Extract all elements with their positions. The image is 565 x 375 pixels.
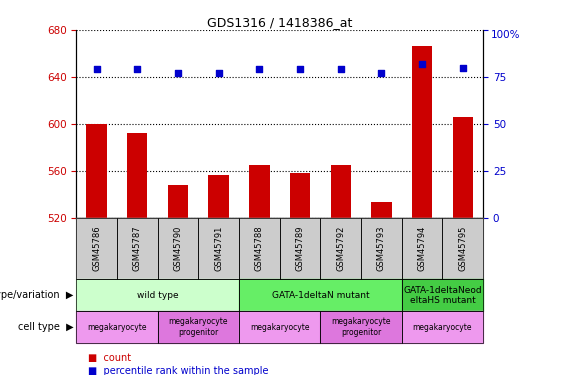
Point (173, 70, 182, 76)
Text: GSM45788: GSM45788 (255, 226, 264, 271)
Bar (86, 124, 107, 218)
Bar (127, 133, 147, 218)
Bar (371, 202, 392, 217)
Text: GSM45789: GSM45789 (295, 226, 305, 271)
Text: GSM45795: GSM45795 (458, 226, 467, 271)
Text: megakaryocyte
progenitor: megakaryocyte progenitor (168, 318, 228, 337)
Bar (453, 117, 473, 218)
Text: GSM45791: GSM45791 (214, 226, 223, 271)
Text: GATA-1deltaNeod
eltaHS mutant: GATA-1deltaNeod eltaHS mutant (403, 286, 482, 305)
Point (255, 66, 264, 72)
Point (214, 70, 223, 76)
Text: megakaryocyte: megakaryocyte (250, 322, 310, 332)
Point (458, 64, 467, 70)
Text: ■  percentile rank within the sample: ■ percentile rank within the sample (88, 366, 268, 375)
Text: genotype/variation  ▶: genotype/variation ▶ (0, 290, 73, 300)
Text: ■  count: ■ count (88, 353, 131, 363)
Text: megakaryocyte
progenitor: megakaryocyte progenitor (331, 318, 391, 337)
Text: wild type: wild type (137, 291, 179, 300)
Point (295, 66, 305, 72)
Text: megakaryocyte: megakaryocyte (412, 322, 472, 332)
Text: GSM45794: GSM45794 (418, 226, 427, 271)
Text: GSM45793: GSM45793 (377, 226, 386, 271)
Point (92, 66, 101, 72)
Text: GSM45786: GSM45786 (92, 226, 101, 271)
Bar (249, 165, 270, 218)
Bar (168, 185, 188, 218)
Text: megakaryocyte: megakaryocyte (87, 322, 147, 332)
Title: GDS1316 / 1418386_at: GDS1316 / 1418386_at (207, 16, 353, 29)
Bar (290, 173, 310, 217)
Text: GSM45790: GSM45790 (173, 226, 182, 271)
Point (133, 66, 142, 72)
Text: GATA-1deltaN mutant: GATA-1deltaN mutant (272, 291, 369, 300)
Text: cell type  ▶: cell type ▶ (18, 322, 73, 332)
Point (377, 70, 386, 76)
Bar (331, 165, 351, 218)
Text: GSM45792: GSM45792 (336, 226, 345, 271)
Bar (208, 176, 229, 217)
Bar (412, 46, 432, 217)
Text: 100%: 100% (491, 30, 521, 40)
Text: GSM45787: GSM45787 (133, 226, 142, 271)
Point (418, 61, 427, 67)
Point (336, 66, 345, 72)
